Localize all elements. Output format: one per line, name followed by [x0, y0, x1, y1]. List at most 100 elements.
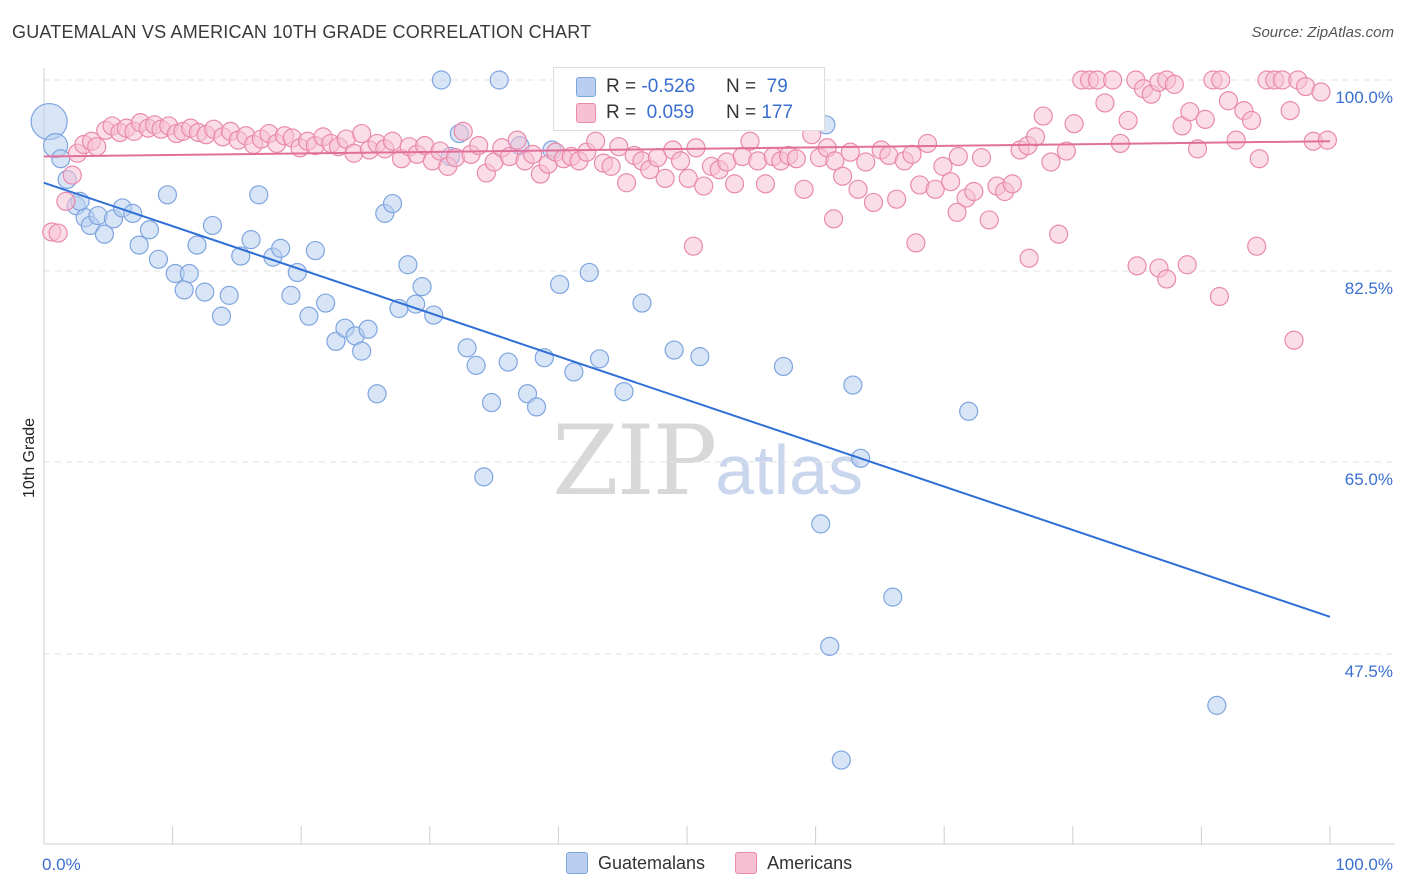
- data-point: [601, 156, 621, 176]
- data-point: [1226, 130, 1246, 150]
- data-point: [786, 149, 806, 169]
- data-point: [947, 202, 967, 222]
- data-point: [498, 352, 518, 372]
- data-point: [489, 70, 509, 90]
- data-point: [431, 70, 451, 90]
- data-point: [1280, 101, 1300, 121]
- data-point: [971, 148, 992, 168]
- data-point: [1180, 102, 1200, 122]
- data-point: [1207, 695, 1227, 715]
- data-point: [526, 397, 547, 417]
- data-point: [271, 238, 291, 258]
- y-axis-title: 10th Grade: [21, 418, 38, 498]
- data-point: [979, 210, 999, 230]
- data-point: [1187, 139, 1208, 159]
- series-legend-americans[interactable]: Americans: [735, 852, 852, 874]
- data-point: [1284, 330, 1304, 350]
- data-point: [1019, 248, 1039, 268]
- y-tick-label: 100.0%: [1335, 88, 1393, 107]
- data-point: [917, 133, 938, 154]
- data-point: [30, 102, 68, 141]
- data-point: [1218, 91, 1239, 111]
- data-point: [358, 319, 378, 339]
- data-point: [453, 121, 473, 141]
- y-tick-label: 47.5%: [1345, 662, 1393, 681]
- data-point: [56, 191, 76, 211]
- series-legend: Guatemalans Americans: [566, 852, 882, 874]
- data-point: [466, 355, 486, 375]
- data-point: [724, 174, 745, 194]
- y-tick-label: 65.0%: [1345, 470, 1393, 489]
- trend-line: [43, 181, 1331, 618]
- legend-swatch-americans: [576, 103, 596, 123]
- data-point: [1118, 110, 1138, 131]
- data-point: [1164, 74, 1184, 94]
- data-point: [941, 172, 961, 192]
- legend-n-label: N =: [725, 102, 757, 123]
- data-point: [933, 156, 953, 176]
- stats-legend: R = -0.526 N = 79 R = 0.059 N = 177: [553, 67, 825, 131]
- data-point: [287, 262, 307, 283]
- data-point: [683, 236, 704, 256]
- data-point: [1095, 93, 1115, 113]
- data-point: [1103, 70, 1123, 90]
- data-point: [326, 331, 346, 351]
- data-point: [925, 179, 945, 199]
- data-point: [579, 262, 599, 283]
- data-point: [481, 392, 502, 413]
- data-point: [139, 220, 160, 240]
- data-point: [1033, 106, 1053, 126]
- data-point: [863, 192, 884, 213]
- data-point: [664, 340, 684, 360]
- data-point: [825, 151, 845, 171]
- data-point: [523, 144, 543, 164]
- data-point: [833, 166, 853, 186]
- watermark-atlas: atlas: [715, 431, 864, 509]
- data-point: [1056, 141, 1076, 161]
- data-point: [1311, 82, 1331, 102]
- data-point: [589, 349, 610, 369]
- legend-n-value: 177: [761, 102, 794, 123]
- data-point: [902, 144, 922, 164]
- data-point: [352, 123, 372, 144]
- data-point: [507, 130, 527, 150]
- data-point: [1177, 255, 1197, 275]
- data-point: [1002, 174, 1022, 194]
- data-point: [794, 179, 814, 199]
- data-point: [457, 338, 477, 358]
- data-point: [690, 347, 710, 367]
- data-point: [883, 587, 903, 607]
- data-point: [299, 306, 319, 326]
- data-point: [632, 293, 652, 313]
- data-point: [241, 230, 261, 250]
- data-point: [564, 362, 584, 382]
- data-point: [211, 306, 232, 326]
- data-point: [694, 176, 714, 196]
- source-label: Source: ZipAtlas.com: [1251, 24, 1394, 41]
- data-point: [820, 636, 840, 656]
- data-point: [382, 193, 403, 214]
- y-tick-label: 82.5%: [1345, 279, 1393, 298]
- data-point: [517, 384, 538, 404]
- series-legend-guatemalans[interactable]: Guatemalans: [566, 852, 705, 874]
- data-point: [88, 205, 108, 226]
- data-point: [62, 165, 82, 185]
- data-point: [202, 215, 223, 236]
- data-point: [148, 249, 169, 269]
- data-point: [948, 146, 968, 167]
- data-point: [281, 285, 301, 305]
- data-point: [129, 235, 149, 255]
- data-point: [1049, 224, 1069, 244]
- data-point: [187, 235, 207, 255]
- data-point: [382, 131, 403, 151]
- data-point: [843, 375, 863, 395]
- data-point: [811, 514, 831, 534]
- data-point: [586, 131, 606, 151]
- legend-swatch-guatemalans: [576, 77, 596, 97]
- data-point: [1157, 269, 1177, 289]
- data-point: [616, 173, 637, 193]
- data-point: [1127, 256, 1147, 276]
- data-point: [1209, 286, 1230, 307]
- series-swatch-guatemalans: [566, 852, 588, 874]
